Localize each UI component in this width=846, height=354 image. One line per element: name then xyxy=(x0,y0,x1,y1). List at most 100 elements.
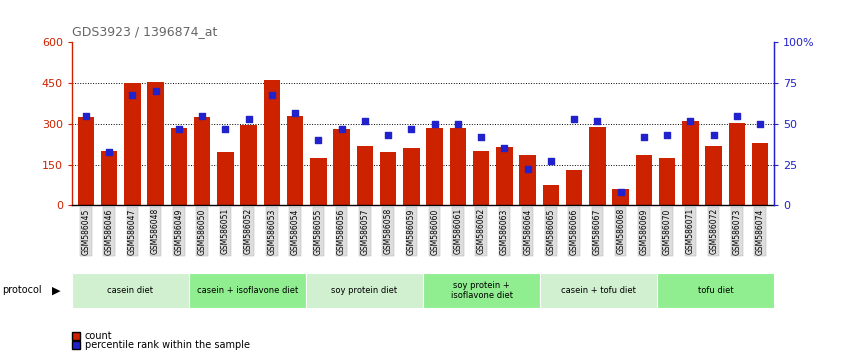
Bar xyxy=(497,147,513,205)
Text: GSM586046: GSM586046 xyxy=(105,208,113,255)
Text: GSM586055: GSM586055 xyxy=(314,208,323,255)
Text: GSM586050: GSM586050 xyxy=(198,208,206,255)
Bar xyxy=(543,185,559,205)
Text: GSM586049: GSM586049 xyxy=(174,208,184,255)
Text: GSM586047: GSM586047 xyxy=(128,208,137,255)
Text: GSM586053: GSM586053 xyxy=(267,208,277,255)
Bar xyxy=(124,83,140,205)
Point xyxy=(707,132,721,138)
Text: GSM586063: GSM586063 xyxy=(500,208,509,255)
Bar xyxy=(426,128,442,205)
Bar xyxy=(310,158,327,205)
Bar xyxy=(657,273,774,308)
Bar xyxy=(450,128,466,205)
Text: GSM586060: GSM586060 xyxy=(430,208,439,255)
Bar xyxy=(147,82,164,205)
Point xyxy=(754,121,767,127)
Bar xyxy=(590,127,606,205)
Bar xyxy=(728,122,745,205)
Bar xyxy=(240,125,256,205)
Text: casein + tofu diet: casein + tofu diet xyxy=(561,286,636,295)
Bar xyxy=(357,145,373,205)
Point xyxy=(125,92,139,97)
Point xyxy=(149,88,162,94)
Text: GSM586061: GSM586061 xyxy=(453,208,463,255)
Text: count: count xyxy=(85,331,113,341)
Text: casein + isoflavone diet: casein + isoflavone diet xyxy=(197,286,298,295)
Point xyxy=(382,132,395,138)
Text: GSM586070: GSM586070 xyxy=(662,208,672,255)
Text: GSM586057: GSM586057 xyxy=(360,208,370,255)
Point xyxy=(335,126,349,132)
Text: GSM586059: GSM586059 xyxy=(407,208,416,255)
Bar xyxy=(333,129,349,205)
Bar xyxy=(171,128,187,205)
Text: GDS3923 / 1396874_at: GDS3923 / 1396874_at xyxy=(72,25,217,38)
Bar xyxy=(706,145,722,205)
Point xyxy=(172,126,185,132)
Point xyxy=(218,126,232,132)
Bar xyxy=(423,273,540,308)
Bar xyxy=(101,151,118,205)
Text: tofu diet: tofu diet xyxy=(698,286,733,295)
Point xyxy=(242,116,255,122)
Point xyxy=(614,189,628,195)
Text: protocol: protocol xyxy=(2,285,41,295)
Text: GSM586065: GSM586065 xyxy=(547,208,555,255)
Bar xyxy=(473,151,489,205)
Point xyxy=(195,113,209,119)
Point xyxy=(497,145,511,151)
Point xyxy=(637,134,651,140)
Point xyxy=(661,132,674,138)
Point xyxy=(451,121,464,127)
Bar xyxy=(613,189,629,205)
Point xyxy=(288,110,302,115)
Point xyxy=(404,126,418,132)
Text: GSM586045: GSM586045 xyxy=(81,208,91,255)
Point xyxy=(358,118,371,124)
Bar xyxy=(189,273,306,308)
Text: GSM586067: GSM586067 xyxy=(593,208,602,255)
Point xyxy=(568,116,581,122)
Text: GSM586048: GSM586048 xyxy=(151,208,160,255)
Bar xyxy=(78,117,94,205)
Bar xyxy=(306,273,423,308)
Bar xyxy=(194,117,211,205)
Text: GSM586058: GSM586058 xyxy=(383,208,393,255)
Bar xyxy=(72,273,189,308)
Point xyxy=(730,113,744,119)
Bar xyxy=(540,273,657,308)
Bar xyxy=(287,116,303,205)
Bar xyxy=(519,155,536,205)
Bar xyxy=(682,121,699,205)
Point xyxy=(475,134,488,140)
Bar xyxy=(217,152,233,205)
Point xyxy=(102,149,116,154)
Text: GSM586071: GSM586071 xyxy=(686,208,695,255)
Point xyxy=(311,137,325,143)
Text: ▶: ▶ xyxy=(52,285,61,295)
Point xyxy=(79,113,92,119)
Text: GSM586074: GSM586074 xyxy=(755,208,765,255)
Point xyxy=(684,118,697,124)
Text: GSM586051: GSM586051 xyxy=(221,208,230,255)
Text: soy protein +
isoflavone diet: soy protein + isoflavone diet xyxy=(451,281,513,300)
Text: GSM586072: GSM586072 xyxy=(709,208,718,255)
Text: GSM586052: GSM586052 xyxy=(244,208,253,255)
Point xyxy=(428,121,442,127)
Bar xyxy=(404,148,420,205)
Bar xyxy=(659,158,675,205)
Point xyxy=(265,92,278,97)
Text: GSM586056: GSM586056 xyxy=(337,208,346,255)
Text: GSM586066: GSM586066 xyxy=(569,208,579,255)
Text: GSM586064: GSM586064 xyxy=(523,208,532,255)
Text: GSM586062: GSM586062 xyxy=(476,208,486,255)
Bar xyxy=(566,170,582,205)
Bar xyxy=(752,143,768,205)
Text: GSM586068: GSM586068 xyxy=(616,208,625,255)
Bar xyxy=(380,152,396,205)
Text: percentile rank within the sample: percentile rank within the sample xyxy=(85,340,250,350)
Text: casein diet: casein diet xyxy=(107,286,153,295)
Bar xyxy=(635,155,652,205)
Text: soy protein diet: soy protein diet xyxy=(332,286,398,295)
